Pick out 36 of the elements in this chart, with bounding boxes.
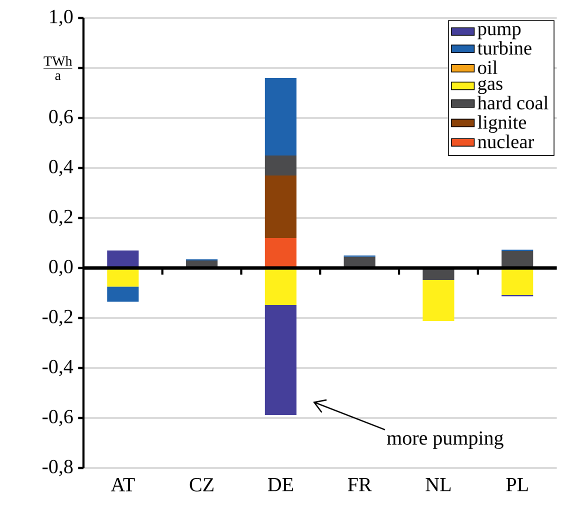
annotation: more pumping bbox=[386, 431, 504, 449]
legend-label: nuclear bbox=[478, 134, 534, 148]
bar bbox=[264, 78, 296, 156]
legend-label: gas bbox=[478, 80, 502, 94]
bar bbox=[264, 305, 296, 416]
y-tick-label: 0,4 bbox=[49, 160, 74, 176]
bar bbox=[264, 238, 296, 268]
y-tick-label: 1,0 bbox=[50, 10, 73, 26]
x-tick-label: PL bbox=[506, 478, 528, 492]
y-tick-label: -0,4 bbox=[42, 360, 74, 376]
bar bbox=[264, 176, 296, 238]
y-tick-label: -0,6 bbox=[42, 410, 73, 426]
legend-label: lignite bbox=[478, 115, 526, 133]
y-tick-label: 0,2 bbox=[49, 210, 72, 226]
x-tick-label: AT bbox=[110, 478, 135, 492]
y-tick-label: 0,0 bbox=[49, 260, 73, 276]
y-axis-title: $\frac{\mathrm{TWh}}{\mathrm{a}}$ bbox=[44, 56, 72, 80]
legend-label: turbine bbox=[477, 41, 532, 55]
y-tick-label: -0,2 bbox=[42, 310, 72, 326]
legend-label: oil bbox=[478, 60, 498, 74]
bar bbox=[502, 251, 534, 268]
y-tick-label: -0,8 bbox=[42, 460, 73, 476]
bar bbox=[107, 286, 139, 302]
bar bbox=[264, 268, 296, 305]
bar bbox=[264, 156, 296, 176]
bar bbox=[502, 268, 534, 295]
legend-label: hard coal bbox=[477, 96, 548, 110]
bar bbox=[107, 268, 139, 287]
x-tick-label: CZ bbox=[190, 478, 214, 492]
bar bbox=[107, 250, 139, 268]
x-tick-label: FR bbox=[348, 478, 372, 492]
x-tick-label: DE bbox=[268, 478, 294, 492]
legend-label: pump bbox=[478, 26, 521, 40]
bar bbox=[422, 280, 454, 322]
x-tick-label: NL bbox=[426, 478, 451, 492]
y-tick-label: 0,6 bbox=[49, 110, 73, 126]
